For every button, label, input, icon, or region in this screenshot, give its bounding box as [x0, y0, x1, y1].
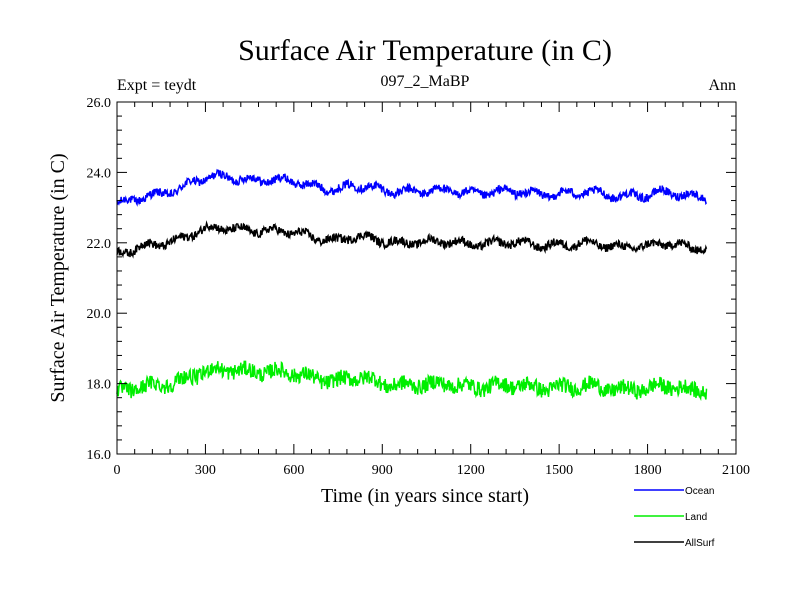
chart-title: Surface Air Temperature (in C) [238, 34, 612, 67]
y-tick-label: 26.0 [87, 96, 112, 111]
series-line-land [116, 360, 708, 402]
x-axis-label: Time (in years since start) [321, 485, 529, 507]
x-tick-label: 1800 [634, 463, 662, 478]
y-tick-label: 24.0 [87, 166, 112, 181]
x-tick-label: 1200 [457, 463, 485, 478]
series-line-allsurf [116, 220, 708, 259]
y-tick-label: 22.0 [87, 237, 112, 252]
series-line-ocean [116, 168, 708, 207]
x-tick-label: 300 [195, 463, 216, 478]
axes-layer [116, 101, 737, 455]
ticks-layer: 0 300 600 900 1200 1500 1800 2100 16.0 18.0 20.0 22… [87, 96, 751, 478]
x-tick-label: 900 [372, 463, 393, 478]
legend-label-allsurf: AllSurf [685, 538, 715, 549]
series-layer [116, 168, 708, 402]
x-tick-label: 600 [283, 463, 304, 478]
legend: Ocean Land AllSurf [634, 486, 715, 549]
legend-label-land: Land [685, 512, 707, 523]
y-tick-label: 20.0 [87, 307, 112, 322]
x-tick-label: 1500 [545, 463, 573, 478]
y-tick-label: 18.0 [87, 378, 112, 393]
plot-frame [116, 101, 737, 455]
legend-label-ocean: Ocean [685, 486, 714, 497]
y-tick-label: 16.0 [87, 448, 112, 463]
season-label: Ann [708, 77, 736, 94]
experiment-label: Expt = teydt [117, 77, 197, 94]
x-tick-label: 0 [114, 463, 121, 478]
x-tick-label: 2100 [722, 463, 750, 478]
y-axis-label: Surface Air Temperature (in C) [47, 153, 69, 402]
chart-subtitle: 097_2_MaBP [381, 73, 470, 90]
